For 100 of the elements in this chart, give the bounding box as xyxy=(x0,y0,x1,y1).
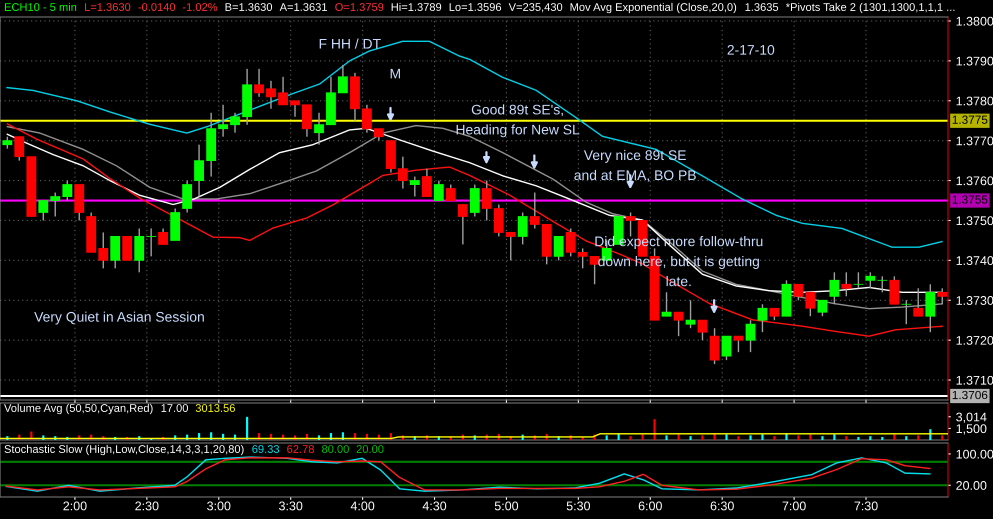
candlestick xyxy=(818,300,828,317)
candlestick xyxy=(134,228,144,274)
candlestick xyxy=(686,300,696,329)
candlestick xyxy=(590,256,600,285)
candlestick xyxy=(122,236,132,261)
y-tick-label: 1.3790 xyxy=(956,56,993,66)
candlestick xyxy=(794,284,804,301)
candlestick xyxy=(290,100,300,118)
candlestick xyxy=(38,200,48,222)
candlestick xyxy=(422,168,432,198)
y-tick-label: 1.3710 xyxy=(956,376,993,385)
bar xyxy=(737,436,740,440)
candlestick xyxy=(374,128,384,142)
bar xyxy=(725,434,728,440)
candlestick xyxy=(841,272,852,297)
candlestick xyxy=(482,180,492,222)
ref-line-label: 1.3706 xyxy=(952,390,988,400)
candlestick xyxy=(434,180,444,202)
annotation: 69.33 xyxy=(252,445,280,453)
text: Mov Avg Exponential (Close,20,0) xyxy=(570,2,736,14)
candlestick xyxy=(278,76,288,106)
bar xyxy=(809,434,812,440)
candlestick xyxy=(398,156,408,190)
candlestick xyxy=(530,192,540,230)
x-tick-label: 2:30 xyxy=(135,501,159,510)
candlestick xyxy=(314,112,324,146)
candlestick xyxy=(722,335,732,361)
text: Lo=1.3596 xyxy=(450,3,502,11)
ref-line-label: 1.3775 xyxy=(952,116,988,124)
candlestick xyxy=(458,204,468,246)
text: V=235,430 xyxy=(508,3,562,12)
y-tick-label: 1.3770 xyxy=(956,136,993,146)
candlestick xyxy=(2,136,12,150)
y-tick-label: 1.3800 xyxy=(956,16,993,26)
candlestick xyxy=(410,176,420,198)
candlestick xyxy=(62,180,72,202)
bar xyxy=(797,435,800,440)
candlestick xyxy=(554,236,564,262)
x-tick-label: 3:30 xyxy=(279,501,302,510)
candlestick xyxy=(710,327,720,365)
annotation: 2-17-10 xyxy=(728,44,774,55)
candlestick xyxy=(506,232,516,262)
x-tick-label: 7:30 xyxy=(854,501,878,510)
ref-line-label: 1.3755 xyxy=(952,195,988,204)
candlestick xyxy=(362,104,372,134)
y-tick-label: 1,500 xyxy=(956,424,986,435)
annotation: 80.00 xyxy=(322,445,349,453)
bar xyxy=(845,436,848,440)
candlestick xyxy=(913,288,924,317)
candlestick xyxy=(218,104,228,138)
x-tick-label: 5:30 xyxy=(566,501,590,510)
candlestick xyxy=(518,212,528,246)
candlestick xyxy=(110,236,120,270)
x-tick-label: 4:00 xyxy=(350,501,374,510)
candlestick xyxy=(865,272,876,289)
annotation: 20.00 xyxy=(356,445,384,453)
candlestick xyxy=(446,184,456,202)
candlestick xyxy=(182,180,192,214)
candlestick xyxy=(494,204,504,238)
x-tick-label: 6:30 xyxy=(710,501,734,510)
bar xyxy=(689,436,692,440)
y-tick-label: 1.3740 xyxy=(956,256,993,266)
bar xyxy=(749,435,752,440)
y-tick-label: 1.3720 xyxy=(956,336,993,345)
annotation: 62.78 xyxy=(287,445,314,453)
annotation: F HH / DT xyxy=(320,38,381,49)
annotation: Very nice 89t SE and at EMA, BO PB xyxy=(574,150,696,182)
candlestick xyxy=(674,312,684,337)
text: -1.02% xyxy=(182,3,218,11)
line-series xyxy=(6,40,943,248)
x-tick-label: 5:00 xyxy=(494,501,518,510)
text: *Pivots Take 2 (1301,1300,1,1,1 ... xyxy=(786,2,954,14)
candlestick xyxy=(925,284,936,333)
candlestick xyxy=(626,212,636,238)
chart-title: Volume Avg (50,50,Cyan,Red) xyxy=(4,404,153,414)
annotation: M xyxy=(390,68,400,78)
x-tick-label: 2:00 xyxy=(63,501,87,510)
bar xyxy=(833,434,836,440)
bar xyxy=(917,435,920,440)
text: O=1.3759 xyxy=(335,3,384,11)
y-tick-label: 1.3780 xyxy=(956,96,993,106)
candlestick xyxy=(254,68,264,98)
candlestick xyxy=(662,292,672,317)
x-tick-label: 3:00 xyxy=(207,501,230,510)
text: B=1.3630 xyxy=(226,3,272,11)
candlestick xyxy=(266,80,276,110)
bar xyxy=(941,435,944,440)
chart-title: Stochastic Slow (High,Low,Close,14,3,3,1,20,80) xyxy=(4,444,244,456)
candlestick xyxy=(146,228,156,258)
candlestick xyxy=(50,192,60,218)
bar xyxy=(905,436,908,440)
bar xyxy=(606,435,608,440)
text: -0.0140 xyxy=(138,3,176,11)
bar xyxy=(629,436,632,440)
candlestick xyxy=(98,232,108,270)
y-tick-label: 1.3760 xyxy=(956,176,993,186)
candlestick xyxy=(889,276,900,305)
candlestick xyxy=(829,272,840,305)
candlestick xyxy=(578,248,588,270)
candlestick xyxy=(746,320,756,353)
